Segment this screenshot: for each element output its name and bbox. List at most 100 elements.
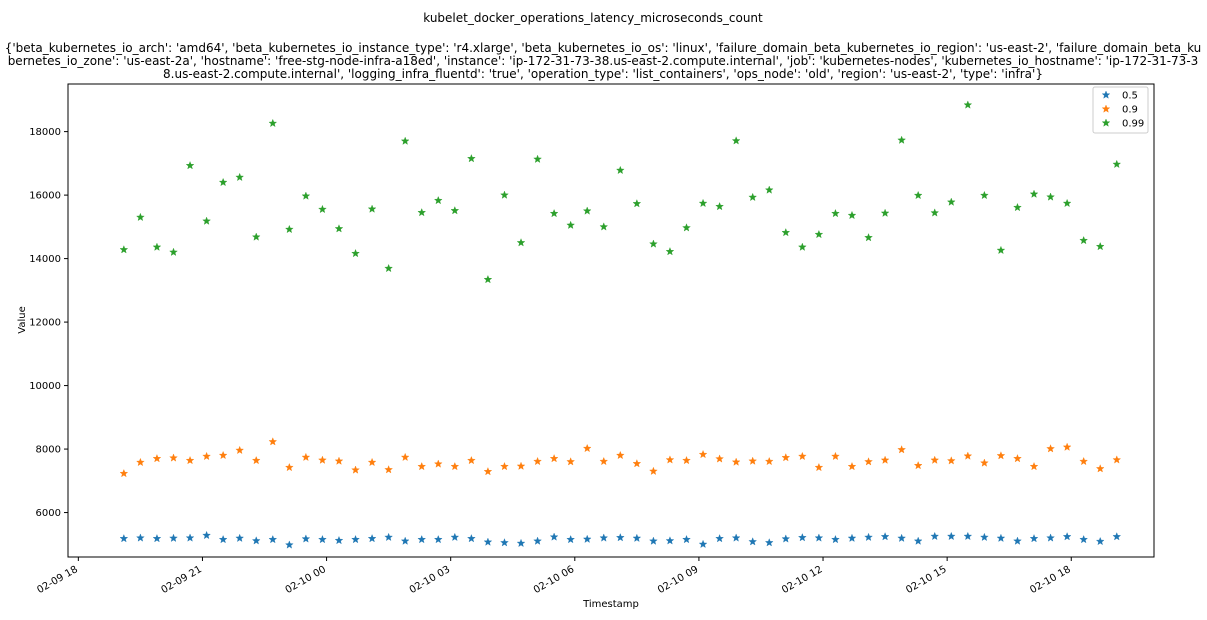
data-point-0.99 [367,204,377,213]
legend: 0.5 0.9 0.99 [1092,86,1149,134]
data-point-0.99 [582,206,592,215]
data-point-0.9 [334,456,344,465]
data-point-0.5 [748,537,758,546]
data-point-0.5 [980,532,989,542]
data-point-0.9 [152,454,162,463]
data-point-0.99 [318,204,327,214]
data-point-0.9 [1095,464,1105,473]
data-point-0.5 [1029,534,1039,543]
data-point-0.5 [433,534,443,544]
y-axis-label: Value [17,306,28,333]
x-axis-label: Timestamp [582,599,639,610]
data-point-0.5 [1062,532,1072,541]
data-point-0.99 [169,247,178,256]
data-point-0.99 [731,136,741,145]
data-point-0.9 [516,461,526,470]
data-point-0.99 [946,197,956,206]
data-point-0.99 [483,274,493,284]
data-point-0.99 [798,242,807,251]
data-point-0.99 [268,118,278,128]
data-point-0.5 [301,534,311,543]
data-point-0.99 [202,216,211,225]
data-point-0.5 [533,536,542,545]
data-point-0.99 [351,248,360,258]
data-point-0.9 [235,445,245,455]
data-point-0.99 [649,239,658,248]
data-point-0.99 [814,229,824,239]
data-point-0.9 [996,451,1006,460]
data-point-0.99 [417,208,427,217]
data-point-0.99 [897,135,906,144]
data-point-0.5 [351,534,360,544]
data-point-0.99 [665,247,675,256]
data-point-0.5 [814,533,824,542]
data-point-0.99 [533,154,542,163]
data-point-0.9 [268,437,278,446]
data-point-0.9 [400,452,410,462]
data-point-0.5 [665,536,675,545]
data-point-0.5 [119,534,129,543]
data-point-0.9 [433,459,443,468]
chart-title: kubelet_docker_operations_latency_micros… [423,11,763,25]
data-point-0.9 [781,453,791,462]
data-point-0.99 [847,210,857,220]
data-point-0.99 [831,208,840,218]
data-point-0.9 [682,455,691,465]
data-point-0.99 [384,263,393,273]
data-point-0.9 [963,451,973,460]
data-point-0.9 [582,443,592,453]
data-point-0.5 [864,532,873,542]
data-point-0.99 [566,220,576,229]
chart-subtitle-line-3: 8.us-east-2.compute.internal', 'logging_… [163,67,1043,81]
data-point-0.9 [897,445,906,454]
data-point-0.5 [1013,536,1022,545]
data-point-0.9 [930,455,940,464]
data-point-0.9 [284,462,294,472]
data-point-0.5 [582,534,592,543]
data-point-0.9 [1062,442,1072,451]
data-point-0.99 [301,191,311,200]
data-point-0.9 [136,457,145,467]
data-point-0.9 [1013,454,1022,463]
data-point-0.5 [698,539,708,548]
legend-label: 0.9 [1122,105,1138,116]
x-tick-label: 02-10 15 [904,564,948,596]
data-point-0.5 [450,532,460,542]
x-tick-label: 02-10 18 [1028,564,1072,596]
x-tick-label: 02-09 18 [35,564,79,596]
data-point-0.99 [963,100,973,109]
data-point-0.99 [549,208,559,218]
data-point-0.9 [218,450,228,460]
data-point-0.9 [831,451,840,461]
data-point-0.99 [996,245,1006,255]
data-point-0.9 [731,457,741,466]
data-point-0.9 [1029,461,1039,471]
data-point-0.5 [516,538,526,548]
data-point-0.5 [367,534,377,543]
data-point-0.5 [202,530,211,540]
x-tick-label: 02-10 12 [780,564,824,596]
data-point-0.5 [798,533,807,542]
data-point-0.5 [185,533,195,542]
data-point-0.5 [880,532,890,541]
data-point-0.5 [632,533,642,542]
data-point-0.9 [665,455,675,464]
data-point-0.5 [731,533,741,542]
data-point-0.5 [566,534,576,544]
data-point-0.9 [318,455,327,464]
data-point-0.9 [202,451,211,461]
data-point-0.5 [913,536,923,545]
data-point-0.5 [467,534,476,543]
data-point-0.99 [251,232,261,241]
data-point-0.9 [500,461,509,471]
data-point-0.9 [301,452,311,462]
data-point-0.99 [615,165,625,175]
data-point-0.5 [781,534,791,543]
data-point-0.5 [963,531,973,541]
data-point-0.9 [549,454,559,463]
data-point-0.5 [384,532,393,542]
x-tick-label: 02-10 00 [284,564,328,596]
data-point-0.99 [930,208,940,217]
data-point-0.9 [1079,456,1089,466]
data-point-0.99 [119,245,129,254]
